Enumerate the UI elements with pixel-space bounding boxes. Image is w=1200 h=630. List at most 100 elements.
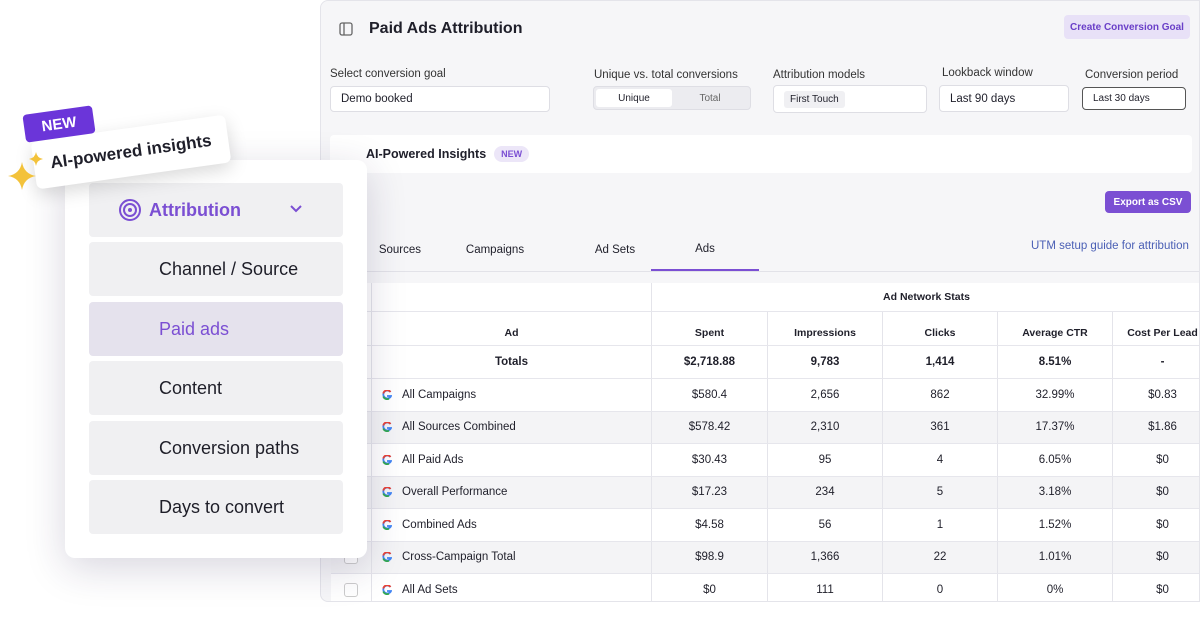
toggle-option[interactable]: Unique — [596, 89, 672, 107]
lookback-select[interactable]: Last 90 days — [939, 85, 1069, 112]
filter-label: Attribution models — [773, 69, 866, 81]
menu-item[interactable]: Days to convert — [89, 480, 343, 534]
toggle-option[interactable]: Total — [699, 92, 721, 104]
ad-name: All Campaigns — [371, 379, 651, 411]
cell: 0 — [882, 574, 997, 601]
cell: $98.9 — [651, 541, 767, 573]
cell: 1.52% — [997, 509, 1112, 541]
cell: 234 — [767, 476, 882, 508]
model-select[interactable]: First Touch — [773, 85, 927, 113]
table-row[interactable]: All Ad Sets $0 111 0 0% $0 — [331, 574, 1199, 601]
table-row[interactable]: Cross-Campaign Total $98.9 1,366 22 1.01% $0 — [331, 541, 1199, 574]
cell: $578.42 — [651, 411, 767, 443]
tab[interactable]: Ads — [651, 229, 759, 271]
table-row[interactable]: Totals $2,718.88 9,783 1,414 8.51% - — [331, 346, 1199, 379]
badge-text: NEW — [40, 113, 78, 135]
sidebar-icon[interactable] — [339, 22, 353, 36]
main-panel: Paid Ads Attribution Create Conversion G… — [320, 0, 1200, 602]
cell: 1.01% — [997, 541, 1112, 573]
insights-bar[interactable]: AI-Powered Insights NEW — [330, 135, 1192, 173]
utm-link[interactable]: UTM setup guide for attribution — [1031, 240, 1189, 252]
table-row[interactable]: All Paid Ads $30.43 95 4 6.05% $0 — [331, 444, 1199, 477]
column-header[interactable]: Impressions — [767, 312, 882, 345]
filter-label: Conversion period — [1085, 69, 1179, 81]
goal-select[interactable]: Demo booked — [330, 86, 550, 112]
cell: $2,718.88 — [651, 346, 767, 378]
select-value: Last 30 days — [1093, 93, 1150, 104]
cell: $0 — [1112, 541, 1199, 573]
cell: 56 — [767, 509, 882, 541]
cell: 0% — [997, 574, 1112, 601]
period-select[interactable]: Last 30 days — [1082, 87, 1186, 110]
cell: 8.51% — [997, 346, 1112, 378]
column-header-row: Ad Spent Impressions Clicks Average CTR Cost … — [331, 312, 1199, 346]
ad-name: Totals — [371, 346, 651, 378]
toggle: Unique Total — [593, 86, 751, 110]
cell: $0.83 — [1112, 379, 1199, 411]
cell: 6.05% — [997, 444, 1112, 476]
chevron — [290, 205, 302, 213]
google-icon — [382, 487, 392, 498]
cell: $0 — [1112, 444, 1199, 476]
table-row[interactable]: Overall Performance $17.23 234 5 3.18% $0 — [331, 476, 1199, 509]
menu-item[interactable]: Channel / Source — [89, 242, 343, 296]
column-header[interactable]: Ad — [371, 312, 651, 345]
cell: $1.86 — [1112, 411, 1199, 443]
google-icon — [382, 552, 392, 563]
cell: 4 — [882, 444, 997, 476]
cell: - — [1112, 346, 1199, 378]
menu-item[interactable]: Conversion paths — [89, 421, 343, 475]
group-header-row: Ad Network Stats — [331, 283, 1199, 312]
filter-label: Unique vs. total conversions — [594, 69, 738, 81]
cell: 32.99% — [997, 379, 1112, 411]
filter-label: Lookback window — [942, 67, 1033, 79]
cell: $0 — [1112, 574, 1199, 601]
select-value: Last 90 days — [950, 92, 1016, 105]
insights-title: AI-Powered Insights — [366, 147, 487, 161]
tab[interactable]: Sources — [378, 244, 421, 256]
column-header[interactable]: Clicks — [882, 312, 997, 345]
cell: 2,310 — [767, 411, 882, 443]
sparkles — [8, 152, 43, 190]
target-icon — [119, 199, 141, 221]
cell: $580.4 — [651, 379, 767, 411]
menu-item[interactable]: Content — [89, 361, 343, 415]
menu-item[interactable]: Paid ads — [89, 302, 343, 356]
google-icon — [382, 454, 392, 465]
cell: 1,414 — [882, 346, 997, 378]
table-row[interactable]: All Campaigns $580.4 2,656 862 32.99% $0.83 — [331, 379, 1199, 412]
cell: 361 — [882, 411, 997, 443]
cell: $0 — [1112, 476, 1199, 508]
google-icon — [382, 519, 392, 530]
cell: $17.23 — [651, 476, 767, 508]
tab[interactable]: Ad Sets — [594, 244, 636, 256]
ad-name: Combined Ads — [371, 509, 651, 541]
cell: 111 — [767, 574, 882, 601]
google-icon — [382, 389, 392, 400]
ad-name: Overall Performance — [371, 476, 651, 508]
cell — [371, 312, 372, 345]
cell: 5 — [882, 476, 997, 508]
tagline-text: AI-powered insights — [49, 130, 213, 173]
column-header[interactable]: Spent — [651, 312, 767, 345]
column-header[interactable]: Cost Per Lead — [1112, 312, 1199, 345]
ad-name: All Paid Ads — [371, 444, 651, 476]
export-button[interactable]: Export as CSV — [1105, 191, 1191, 213]
nav-card: Attribution Channel / Source Paid ads Cont… — [65, 160, 367, 558]
cell: 1,366 — [767, 541, 882, 573]
create-goal-button[interactable]: Create Conversion Goal — [1064, 15, 1190, 39]
checkbox[interactable] — [344, 582, 358, 597]
select-value: Demo booked — [341, 93, 413, 105]
table-row[interactable]: All Sources Combined $578.42 2,310 361 17.37… — [331, 411, 1199, 444]
cell: 95 — [767, 444, 882, 476]
filter-label: Select conversion goal — [330, 68, 446, 80]
table-row[interactable]: Combined Ads $4.58 56 1 1.52% $0 — [331, 509, 1199, 542]
cell: 17.37% — [997, 411, 1112, 443]
cell: $0 — [651, 574, 767, 601]
google-icon — [382, 584, 392, 595]
column-header[interactable]: Average CTR — [997, 312, 1112, 345]
tab[interactable]: Campaigns — [465, 244, 525, 256]
ad-name: All Sources Combined — [371, 411, 651, 443]
cell: $4.58 — [651, 509, 767, 541]
